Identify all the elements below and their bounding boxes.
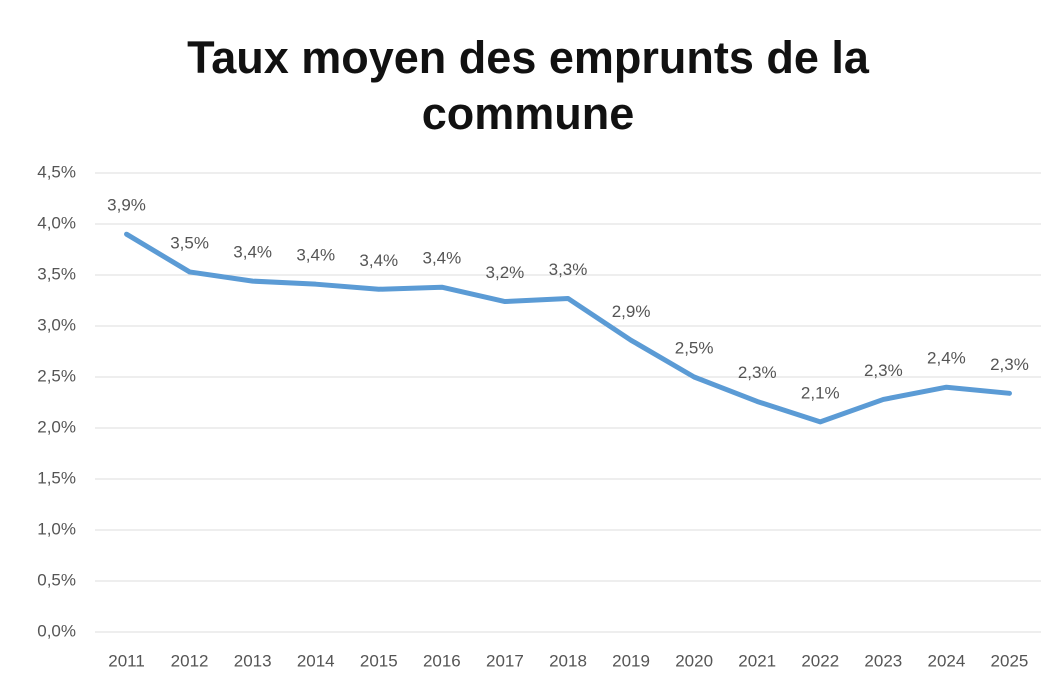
data-label: 3,4% — [296, 246, 335, 265]
data-label: 3,4% — [233, 243, 272, 262]
data-label: 2,3% — [738, 363, 777, 382]
data-label: 2,1% — [801, 383, 840, 402]
data-label: 3,2% — [486, 263, 525, 282]
x-tick-label: 2012 — [171, 651, 209, 670]
y-tick-label: 1,5% — [37, 468, 76, 487]
y-tick-label: 4,0% — [37, 213, 76, 232]
data-label: 2,5% — [675, 338, 714, 357]
y-tick-label: 2,0% — [37, 417, 76, 436]
y-tick-label: 4,5% — [37, 162, 76, 181]
x-tick-label: 2017 — [486, 651, 524, 670]
x-tick-label: 2018 — [549, 651, 587, 670]
data-label: 3,5% — [170, 233, 209, 252]
data-label: 2,4% — [927, 349, 966, 368]
data-label: 2,3% — [864, 361, 903, 380]
x-tick-label: 2022 — [801, 651, 839, 670]
x-tick-label: 2021 — [738, 651, 776, 670]
y-tick-label: 2,5% — [37, 366, 76, 385]
x-tick-label: 2019 — [612, 651, 650, 670]
x-tick-label: 2014 — [297, 651, 335, 670]
x-tick-label: 2016 — [423, 651, 461, 670]
x-tick-label: 2025 — [991, 651, 1029, 670]
y-tick-label: 0,0% — [37, 621, 76, 640]
data-label: 3,9% — [107, 196, 146, 215]
data-label: 2,9% — [612, 302, 651, 321]
data-line — [124, 231, 1012, 425]
x-tick-label: 2020 — [675, 651, 713, 670]
y-tick-label: 3,0% — [37, 315, 76, 334]
data-label: 2,3% — [990, 355, 1029, 374]
x-tick-label: 2015 — [360, 651, 398, 670]
y-tick-label: 3,5% — [37, 264, 76, 283]
x-tick-label: 2024 — [927, 651, 965, 670]
x-tick-label: 2011 — [108, 651, 145, 670]
data-label: 3,4% — [359, 251, 398, 270]
data-label: 3,4% — [422, 249, 461, 268]
x-tick-label: 2023 — [864, 651, 902, 670]
x-tick-label: 2013 — [234, 651, 272, 670]
chart-title: Taux moyen des emprunts de la commune — [187, 32, 869, 139]
y-tick-label: 0,5% — [37, 570, 76, 589]
data-label: 3,3% — [549, 260, 588, 279]
y-tick-label: 1,0% — [37, 519, 76, 538]
